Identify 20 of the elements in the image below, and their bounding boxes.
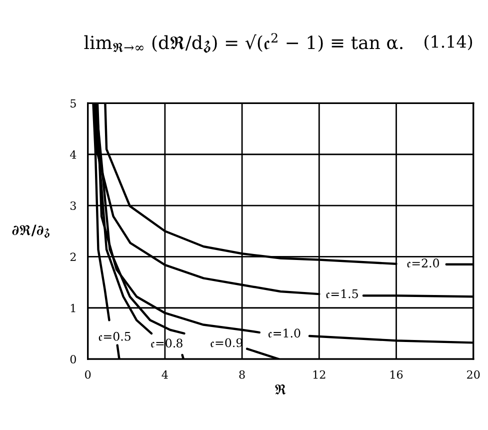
y-tick-label: 3 bbox=[70, 202, 76, 210]
x-tick-label: 0 bbox=[85, 370, 91, 379]
y-axis-title: ∂ℜ/∂𝔷 bbox=[12, 224, 50, 238]
y-tick-label: 0 bbox=[70, 355, 76, 364]
y-tick-label: 4 bbox=[70, 150, 76, 159]
y-tick-label: 2 bbox=[70, 252, 76, 261]
series-label: 𝔠=0.5 bbox=[98, 332, 130, 341]
x-tick-label: 20 bbox=[467, 370, 480, 379]
series-label: 𝔠=1.0 bbox=[268, 328, 300, 338]
y-tick-label: 5 bbox=[70, 99, 76, 108]
text: (1.14) bbox=[424, 34, 472, 50]
x-tick-label: 4 bbox=[162, 370, 168, 379]
series-label: 𝔠=1.5 bbox=[326, 289, 358, 298]
series-label: 𝔠=2.0 bbox=[407, 258, 440, 268]
x-tick-label: 16 bbox=[390, 370, 403, 379]
x-tick-label: 8 bbox=[239, 370, 245, 379]
x-axis-title: ℜ bbox=[275, 384, 286, 394]
y-tick-label: 1 bbox=[71, 304, 76, 312]
x-tick-label: 12 bbox=[313, 370, 326, 379]
chart-title: lim$_{ℜ→∞}$ (dℜ/d𝔷) = √(𝔠$^{2}$ − 1) ≡ tan α. bbox=[84, 33, 402, 53]
